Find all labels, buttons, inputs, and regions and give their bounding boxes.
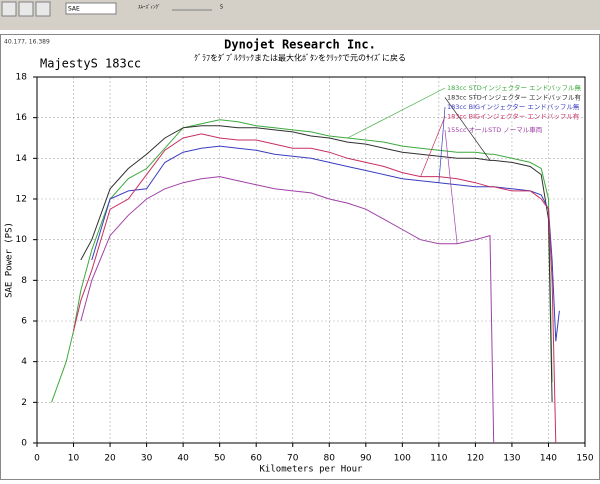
x-tick-label: 10	[68, 454, 80, 464]
correction-dropdown[interactable]	[65, 2, 117, 15]
x-tick-label: 110	[430, 454, 447, 464]
x-tick-label: 20	[104, 454, 116, 464]
y-tick-label: 16	[16, 113, 28, 123]
correction-value: SAE	[68, 6, 80, 13]
legend-pointer	[444, 129, 458, 244]
smoothing-label: ｽﾑｰｽﾞｨﾝｸﾞ	[138, 4, 161, 11]
y-tick-label: 18	[16, 73, 28, 83]
legend-label: 155cc オールSTD ノーマル車両	[447, 125, 543, 134]
x-tick-label: 150	[576, 454, 593, 464]
annotation: MajestyS 183cc	[40, 57, 141, 71]
cursor-readout: 40.177, 16.389	[4, 39, 50, 46]
y-tick-label: 0	[21, 439, 27, 449]
y-tick-label: 6	[21, 317, 27, 327]
x-tick-label: 60	[250, 454, 262, 464]
smoothing-value: 5	[220, 5, 223, 11]
x-tick-label: 130	[503, 454, 520, 464]
series-line	[51, 119, 553, 403]
legend-label: 183cc BIGインジェクター エンドバッフル無	[447, 102, 580, 111]
y-tick-label: 14	[16, 154, 28, 164]
series-line	[80, 125, 553, 403]
plot-frame	[36, 76, 586, 444]
chart-subtitle: ｸﾞﾗﾌをﾀﾞﾌﾞﾙｸﾘｯｸまたは最大化ﾎﾞﾀﾝをｸﾘｯｸで元のｻｲｽﾞに戻る	[194, 53, 406, 63]
legend-label: 183cc BIGインジェクター エンドバッフル有	[447, 112, 580, 121]
y-tick-label: 2	[21, 398, 27, 408]
toolbar-button[interactable]	[1, 1, 17, 17]
legend-label: 183cc STDインジェクター エンドバッフル無	[447, 83, 582, 92]
x-tick-label: 120	[467, 454, 484, 464]
x-tick-label: 50	[214, 454, 226, 464]
x-tick-label: 140	[540, 454, 557, 464]
x-tick-label: 30	[141, 454, 153, 464]
legend-pointer	[347, 87, 446, 139]
y-tick-label: 4	[21, 357, 27, 367]
x-tick-label: 90	[360, 454, 372, 464]
x-axis-label: Kilometers per Hour	[260, 465, 364, 475]
x-tick-label: 100	[394, 454, 411, 464]
legend-label: 183cc STDインジェクター エンドバッフル有	[447, 93, 582, 102]
toolbar-button[interactable]	[35, 1, 51, 17]
legend-pointer	[420, 116, 446, 177]
toolbar-button[interactable]	[18, 1, 34, 17]
x-tick-label: 0	[34, 454, 40, 464]
legend-pointer	[444, 97, 491, 161]
y-tick-label: 8	[21, 276, 27, 286]
chart-title: Dynojet Research Inc.	[224, 38, 376, 52]
series-line	[80, 176, 495, 444]
series-line	[73, 133, 557, 444]
x-tick-label: 70	[287, 454, 299, 464]
x-tick-label: 40	[177, 454, 189, 464]
y-tick-label: 10	[16, 235, 28, 245]
x-tick-label: 80	[324, 454, 336, 464]
y-tick-label: 12	[16, 195, 27, 205]
y-axis-label: SAE Power (PS)	[5, 222, 15, 298]
